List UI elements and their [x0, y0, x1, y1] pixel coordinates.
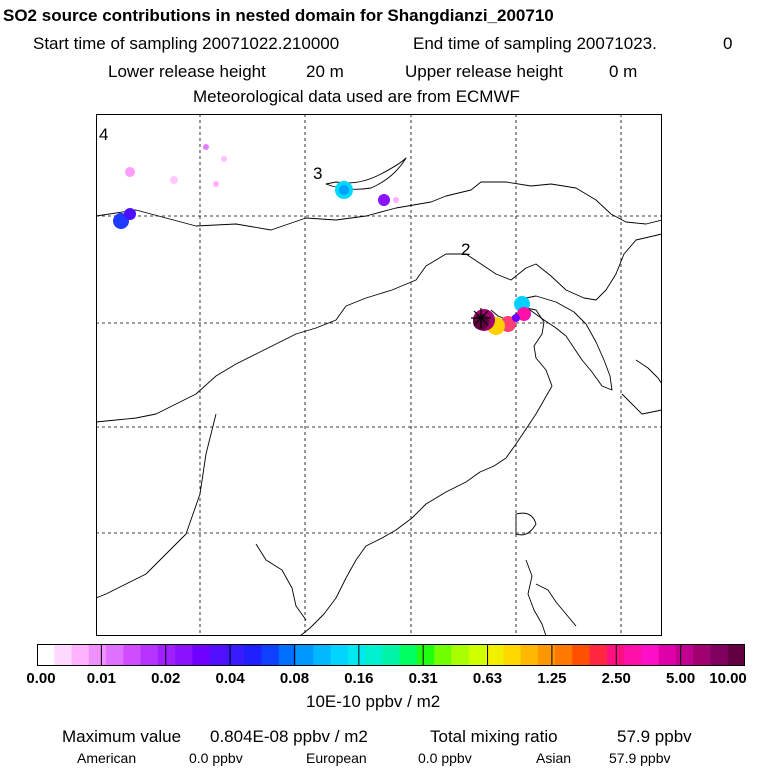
colorbar-swatch: [641, 644, 660, 666]
region-label-4: 4: [99, 125, 109, 144]
map-panel: [96, 114, 662, 636]
colorbar-swatch: [123, 644, 142, 666]
colorbar-swatch: [226, 644, 245, 666]
coastlines: [96, 157, 662, 636]
colorbar-swatch: [209, 644, 228, 666]
colorbar-swatch: [693, 644, 711, 666]
lower-release-label: Lower release height: [108, 62, 266, 81]
colorbar-swatch: [451, 644, 470, 666]
region-label-3: 3: [313, 164, 323, 183]
lower-release-value: 20 m: [306, 62, 344, 81]
colorbar-swatch: [261, 644, 280, 666]
receptor-star-icon: [471, 308, 491, 328]
colorbar-tick-label: 0.16: [344, 670, 374, 687]
meteo-source: Meteorological data used are from ECMWF: [193, 87, 520, 106]
colorbar-tick-label: 2.50: [601, 670, 631, 687]
colorbar-tick-label: 0.63: [472, 670, 503, 687]
upper-release-label: Upper release height: [405, 62, 563, 81]
colorbar: [37, 644, 745, 666]
sampling-start: Start time of sampling 20071022.210000: [33, 34, 340, 53]
colorbar-swatch: [589, 644, 608, 666]
colorbar-swatch: [244, 644, 262, 666]
colorbar-swatch: [503, 644, 522, 666]
region-label-2: 2: [461, 240, 471, 259]
max-value-label: Maximum value: [62, 727, 182, 746]
colorbar-swatch: [485, 644, 504, 666]
total-value: 57.9 ppbv: [617, 727, 692, 746]
colorbar-tick-label: 0.08: [279, 670, 310, 687]
sampling-end-value: 0: [723, 34, 733, 53]
colorbar-swatch: [37, 644, 55, 666]
colorbar-tick-label: 0.31: [408, 670, 438, 687]
colorbar-swatch: [175, 644, 193, 666]
colorbar-tick-label: 1.25: [537, 670, 567, 687]
colorbar-swatch: [727, 644, 745, 666]
colorbar-swatch: [537, 644, 556, 666]
colorbar-tick-label: 0.00: [26, 670, 56, 687]
colorbar-swatch: [572, 644, 591, 666]
upper-release-value: 0 m: [609, 62, 638, 81]
colorbar-swatch: [520, 644, 539, 666]
colorbar-swatch: [106, 644, 124, 666]
colorbar-swatch: [434, 644, 452, 666]
graticule: [96, 114, 662, 636]
colorbar-swatch: [624, 644, 642, 666]
colorbar-swatch: [347, 644, 366, 666]
colorbar-swatch: [710, 644, 729, 666]
colorbar-swatch: [606, 644, 625, 666]
colorbar-swatch: [296, 644, 314, 666]
max-value: 0.804E-08 ppbv / m2: [210, 727, 368, 746]
colorbar-frame: [37, 644, 745, 666]
colorbar-swatch: [658, 644, 677, 666]
sampling-end: End time of sampling 20071023.: [413, 34, 657, 53]
colorbar-swatch: [157, 644, 176, 666]
colorbar-swatch: [416, 644, 435, 666]
colorbar-swatch: [71, 644, 90, 666]
colorbar-unit: 10E-10 ppbv / m2: [306, 692, 441, 711]
european-value: 0.0 ppbv: [418, 750, 472, 766]
colorbar-swatch: [54, 644, 73, 666]
colorbar-tick-label: 0.02: [151, 670, 181, 687]
colorbar-swatch: [140, 644, 159, 666]
total-label: Total mixing ratio: [430, 727, 558, 746]
colorbar-swatch: [365, 644, 383, 666]
concentration-field: [113, 144, 531, 335]
colorbar-swatch: [675, 644, 694, 666]
colorbar-tick-label: 0.01: [86, 670, 116, 687]
colorbar-swatch: [399, 644, 418, 666]
asian-label: Asian: [536, 750, 572, 766]
colorbar-swatch: [330, 644, 349, 666]
map-title: SO2 source contributions in nested domai…: [3, 6, 554, 25]
colorbar-tick-label: 5.00: [666, 670, 696, 687]
colorbar-swatch: [555, 644, 573, 666]
colorbar-swatch: [382, 644, 401, 666]
colorbar-swatch: [192, 644, 211, 666]
colorbar-swatch: [468, 644, 487, 666]
european-label: European: [306, 750, 367, 766]
american-label: American: [77, 750, 137, 766]
colorbar-swatch: [278, 644, 297, 666]
colorbar-tick-label: 10.00: [709, 670, 747, 687]
asian-value: 57.9 ppbv: [609, 750, 671, 766]
colorbar-swatch: [313, 644, 332, 666]
colorbar-swatch: [88, 644, 107, 666]
american-value: 0.0 ppbv: [189, 750, 243, 766]
colorbar-tick-label: 0.04: [215, 670, 245, 687]
